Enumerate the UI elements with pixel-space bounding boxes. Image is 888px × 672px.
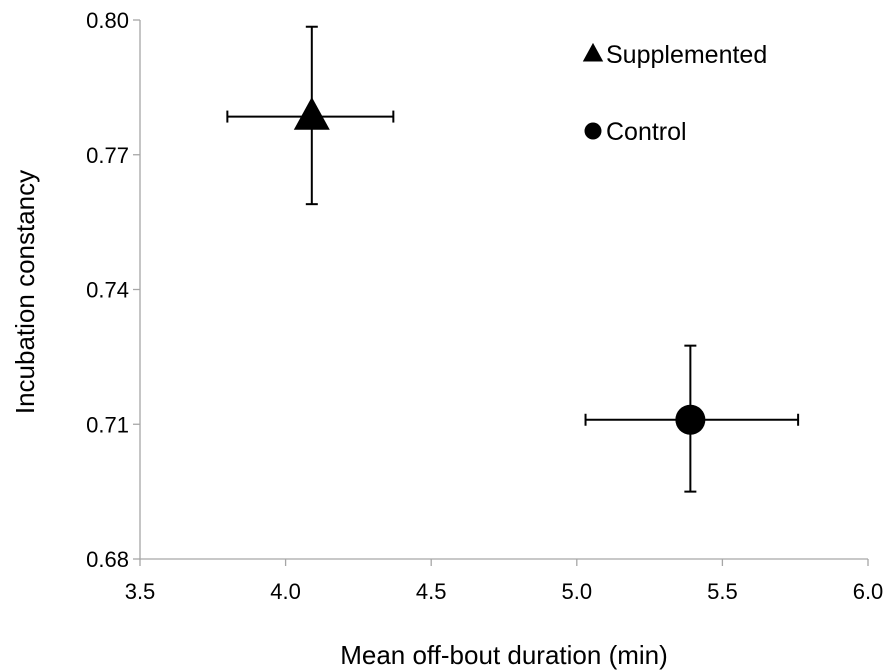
x-tick-label: 4.5 xyxy=(416,579,447,604)
point-supplemented xyxy=(293,97,330,130)
axes xyxy=(133,19,869,566)
x-axis-title: Mean off-bout duration (min) xyxy=(340,640,668,670)
x-tick-label: 5.0 xyxy=(562,579,593,604)
y-tick-label: 0.80 xyxy=(86,8,129,33)
y-tick-label: 0.77 xyxy=(86,143,129,168)
x-tick-label: 4.0 xyxy=(270,579,301,604)
error-bars xyxy=(226,25,800,493)
x-tick-label: 3.5 xyxy=(125,579,156,604)
legend-label-control: Control xyxy=(606,118,687,146)
legend-marker-supplemented xyxy=(582,42,604,62)
y-axis-title: Incubation constancy xyxy=(10,170,40,414)
y-tick-label: 0.68 xyxy=(86,547,129,572)
point-control xyxy=(675,404,706,435)
legend: Supplemented Control xyxy=(582,41,767,146)
x-tick-label: 6.0 xyxy=(853,579,884,604)
tick-labels: 0.68 0.71 0.74 0.77 0.80 3.5 4.0 4.5 5.0 5.5 6.0 xyxy=(86,8,883,604)
y-tick-label: 0.74 xyxy=(86,278,129,303)
y-tick-label: 0.71 xyxy=(86,412,129,437)
x-tick-label: 5.5 xyxy=(707,579,738,604)
legend-marker-control xyxy=(584,122,602,140)
legend-label-supplemented: Supplemented xyxy=(606,41,767,69)
data-points xyxy=(293,97,706,435)
